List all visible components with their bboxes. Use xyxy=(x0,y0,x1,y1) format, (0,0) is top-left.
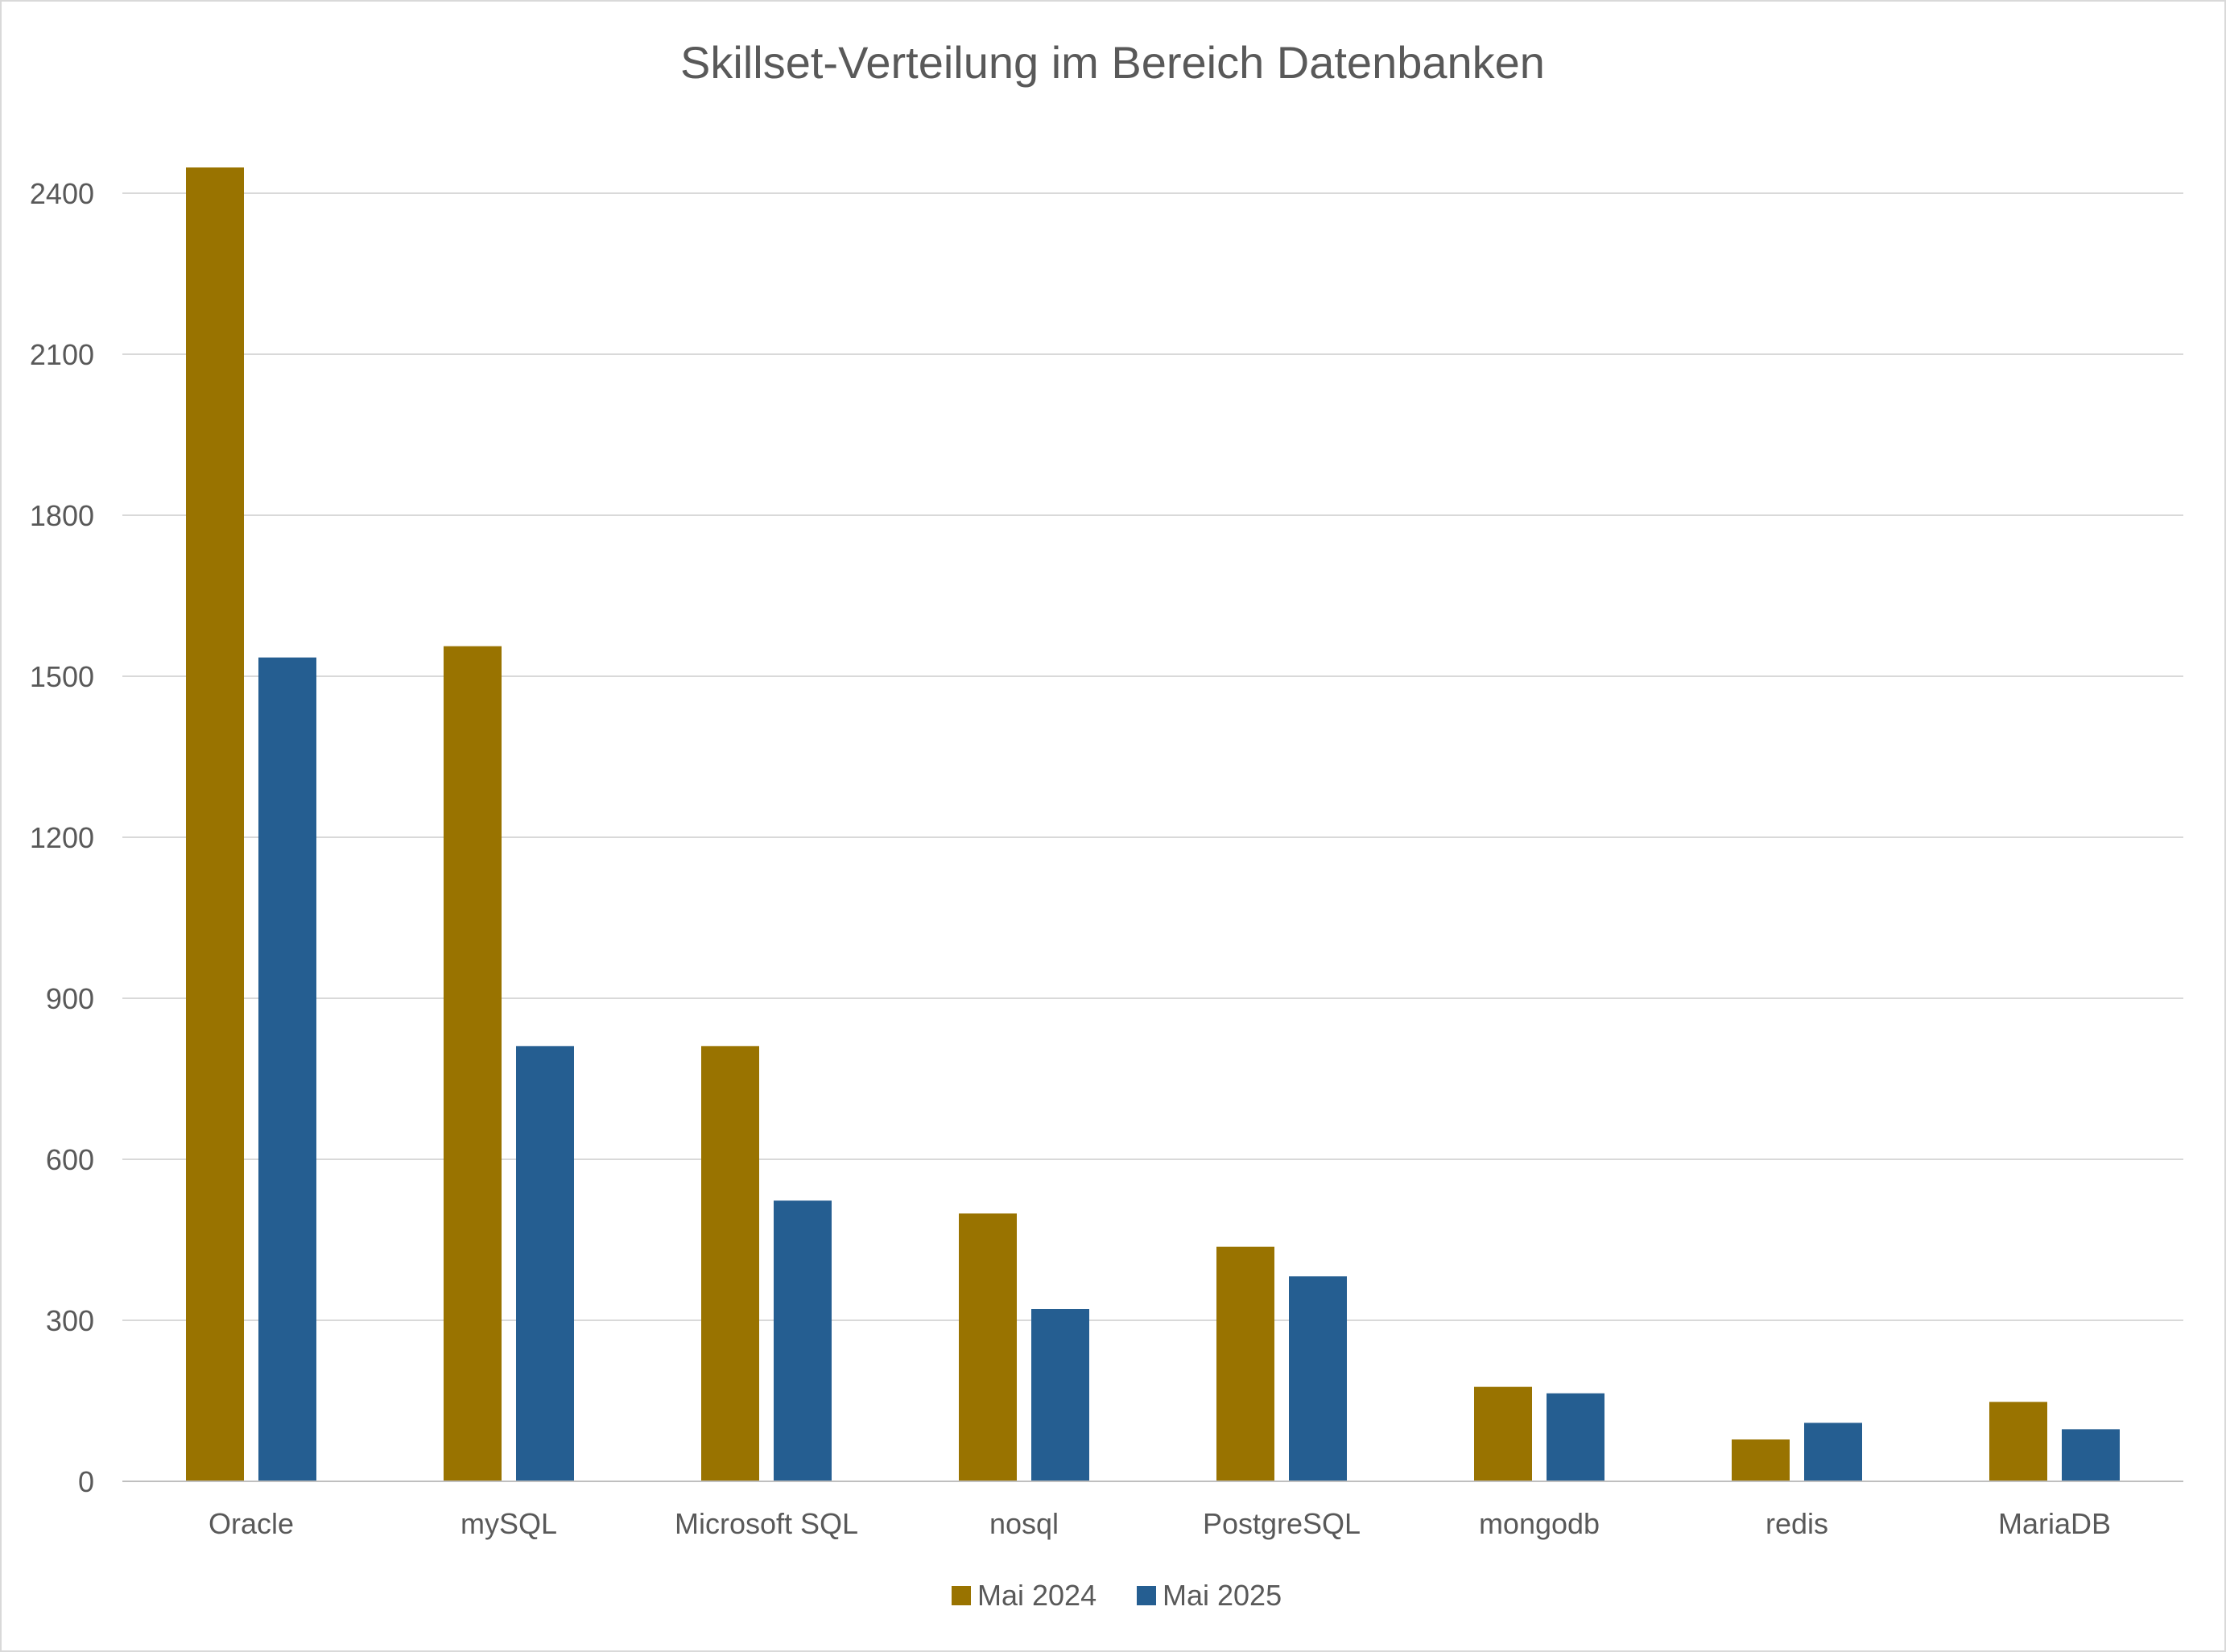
bar-mysql-series-2 xyxy=(516,1046,574,1481)
x-tick-label: Microsoft SQL xyxy=(675,1507,858,1540)
x-tick-label: MariaDB xyxy=(1998,1507,2111,1540)
y-axis-tick-labels: 0 300 600 900 1200 1500 1800 2100 2400 xyxy=(30,177,94,1498)
y-tick-label: 1500 xyxy=(30,660,94,693)
x-tick-label: mongodb xyxy=(1479,1507,1600,1540)
x-tick-label: Oracle xyxy=(209,1507,294,1540)
y-tick-label: 1800 xyxy=(30,499,94,532)
y-tick-label: 0 xyxy=(78,1465,94,1498)
bar-redis-series-1 xyxy=(1732,1439,1790,1481)
y-tick-label: 2400 xyxy=(30,177,94,210)
x-axis-tick-labels: Oracle mySQL Microsoft SQL nosql PostgreSQL m… xyxy=(209,1507,2111,1540)
bar-nosql-series-1 xyxy=(959,1213,1017,1481)
legend-swatch xyxy=(1137,1586,1156,1605)
y-tick-label: 900 xyxy=(46,982,94,1015)
bar-redis-series-2 xyxy=(1804,1423,1862,1481)
chart-title: Skillset-Verteilung im Bereich Datenbank… xyxy=(680,37,1545,88)
y-tick-label: 2100 xyxy=(30,338,94,371)
bar-oracle-series-2 xyxy=(258,657,316,1481)
bar-oracle-series-1 xyxy=(186,167,244,1481)
bar-mysql-series-1 xyxy=(444,646,502,1481)
legend-label: Mai 2024 xyxy=(977,1579,1096,1612)
x-tick-label: mySQL xyxy=(460,1507,557,1540)
x-tick-label: nosql xyxy=(989,1507,1059,1540)
bar-microsoft-sql-series-2 xyxy=(774,1200,832,1481)
bars xyxy=(186,167,2120,1481)
y-tick-label: 300 xyxy=(46,1304,94,1337)
x-tick-label: PostgreSQL xyxy=(1203,1507,1361,1540)
bar-postgresql-series-1 xyxy=(1216,1246,1274,1481)
bar-mariadb-series-2 xyxy=(2062,1429,2120,1481)
bar-nosql-series-2 xyxy=(1031,1309,1089,1481)
legend-swatch xyxy=(952,1586,971,1605)
y-tick-label: 1200 xyxy=(30,821,94,854)
bar-microsoft-sql-series-1 xyxy=(701,1046,759,1481)
legend: Mai 2024 Mai 2025 xyxy=(952,1579,1282,1612)
legend-label: Mai 2025 xyxy=(1163,1579,1282,1612)
bar-mongodb-series-2 xyxy=(1547,1393,1604,1481)
bar-postgresql-series-2 xyxy=(1289,1276,1347,1481)
x-tick-label: redis xyxy=(1766,1507,1828,1540)
y-tick-label: 600 xyxy=(46,1143,94,1176)
bar-mongodb-series-1 xyxy=(1474,1386,1532,1481)
gridlines xyxy=(122,192,2183,1321)
bar-mariadb-series-1 xyxy=(1989,1402,2047,1481)
